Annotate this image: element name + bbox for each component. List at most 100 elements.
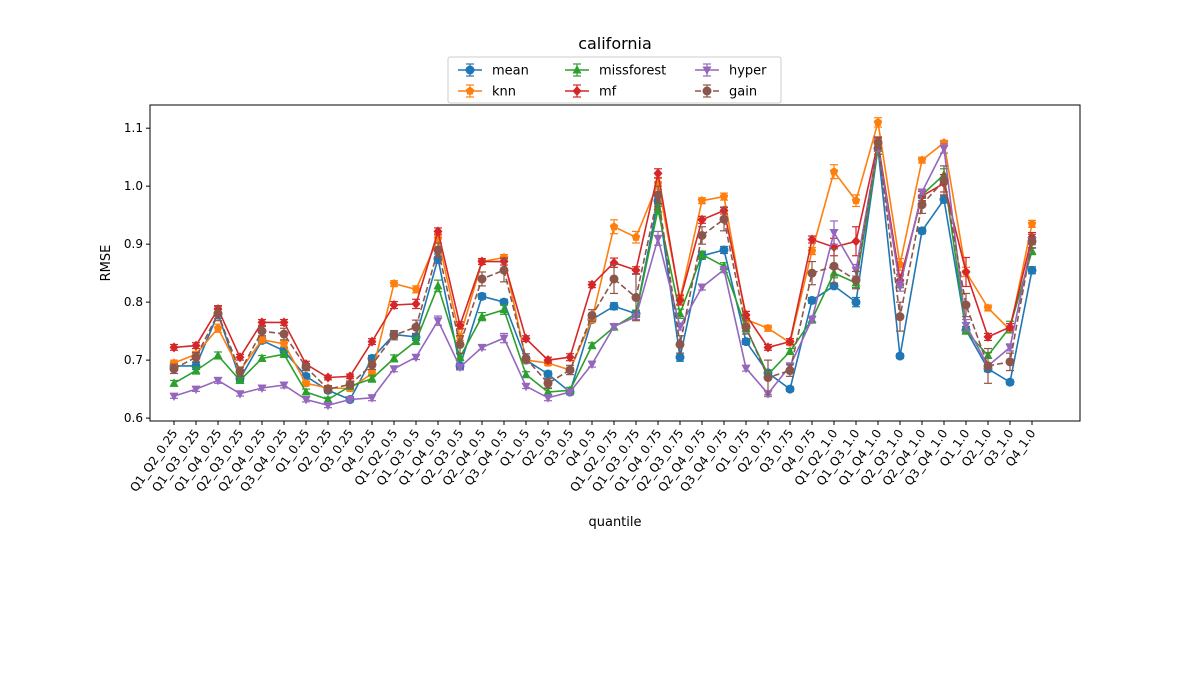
y-tick-label: 0.8: [124, 295, 143, 309]
data-point: [169, 342, 179, 353]
data-point: [191, 365, 201, 375]
data-point: [895, 312, 905, 322]
data-point: [873, 138, 883, 148]
chart-title: california: [578, 34, 652, 53]
data-point: [323, 394, 333, 404]
y-tick-label: 0.6: [124, 411, 143, 425]
x-axis-title: quantile: [588, 515, 641, 530]
data-point: [257, 335, 267, 344]
data-point: [697, 230, 707, 240]
data-point: [213, 350, 223, 359]
data-point: [235, 375, 245, 384]
plot-frame: [149, 104, 1081, 422]
data-point: [323, 384, 333, 394]
data-point: [609, 222, 619, 231]
data-point: [763, 373, 773, 383]
data-point: [257, 384, 267, 393]
plot-area: [169, 117, 1037, 411]
data-point: [631, 292, 641, 302]
data-point: [697, 249, 707, 259]
data-point: [279, 381, 289, 391]
data-point: [191, 385, 201, 395]
data-point: [807, 234, 817, 245]
data-point: [477, 291, 487, 301]
data-point: [719, 266, 729, 275]
y-axis: 0.6 0.7 0.8 0.9 1.0 1.1: [124, 121, 150, 425]
data-point: [433, 280, 443, 290]
data-point: [939, 175, 949, 185]
data-point: [807, 316, 817, 325]
data-point: [1005, 377, 1015, 387]
legend-item-mean: mean: [458, 63, 529, 79]
data-point: [609, 322, 619, 332]
data-point: [807, 295, 817, 305]
data-point: [345, 371, 355, 382]
data-point: [521, 382, 531, 392]
data-point: [411, 322, 421, 332]
data-point: [323, 372, 333, 383]
y-tick-label: 0.7: [124, 353, 143, 367]
data-point: [983, 361, 993, 371]
data-point: [345, 396, 355, 405]
data-point: [235, 367, 245, 377]
data-point: [499, 265, 509, 275]
data-point: [983, 303, 993, 312]
data-point: [257, 353, 267, 362]
data-point: [411, 284, 421, 294]
data-point: [257, 317, 267, 328]
data-point: [191, 340, 201, 351]
data-point: [609, 274, 619, 284]
data-point: [983, 331, 993, 342]
data-point: [697, 283, 707, 293]
legend-label: gain: [729, 85, 757, 100]
data-point: [697, 214, 707, 225]
data-point: [521, 333, 531, 344]
data-point: [829, 167, 839, 176]
data-point: [455, 339, 465, 349]
data-point: [301, 396, 311, 405]
data-point: [1005, 322, 1015, 333]
data-point: [367, 394, 377, 403]
data-point: [631, 265, 641, 276]
data-point: [213, 376, 223, 386]
data-point: [609, 301, 619, 311]
data-point: [785, 336, 795, 347]
data-point: [807, 268, 817, 278]
legend-label: knn: [492, 85, 516, 100]
data-point: [653, 168, 663, 179]
y-tick-label: 1.0: [124, 179, 143, 193]
data-point: [917, 155, 927, 164]
data-point: [851, 196, 861, 205]
legend-label: mean: [492, 64, 529, 79]
data-point: [389, 279, 399, 288]
data-point: [961, 300, 971, 310]
data-point: [741, 364, 751, 374]
data-point: [301, 378, 311, 387]
series-gain: [169, 136, 1037, 396]
y-tick-label: 1.1: [124, 121, 143, 135]
data-point: [873, 117, 883, 127]
data-point: [543, 355, 553, 366]
data-point: [235, 390, 245, 399]
data-point: [455, 320, 465, 331]
legend-label: missforest: [599, 64, 666, 79]
data-point: [719, 214, 729, 224]
data-point: [1027, 219, 1037, 228]
data-point: [829, 229, 839, 238]
data-point: [543, 394, 553, 403]
legend-label: mf: [599, 85, 617, 100]
data-point: [389, 365, 399, 374]
data-point: [213, 309, 223, 319]
data-point: [917, 226, 927, 236]
data-point: [785, 366, 795, 376]
data-point: [763, 323, 773, 332]
data-point: [411, 335, 421, 345]
data-point: [653, 190, 663, 200]
data-point: [1005, 357, 1015, 367]
data-point: [961, 266, 971, 277]
data-point: [917, 188, 927, 197]
data-point: [433, 245, 443, 255]
data-point: [785, 346, 795, 355]
data-point: [543, 378, 553, 388]
data-point: [411, 298, 421, 309]
